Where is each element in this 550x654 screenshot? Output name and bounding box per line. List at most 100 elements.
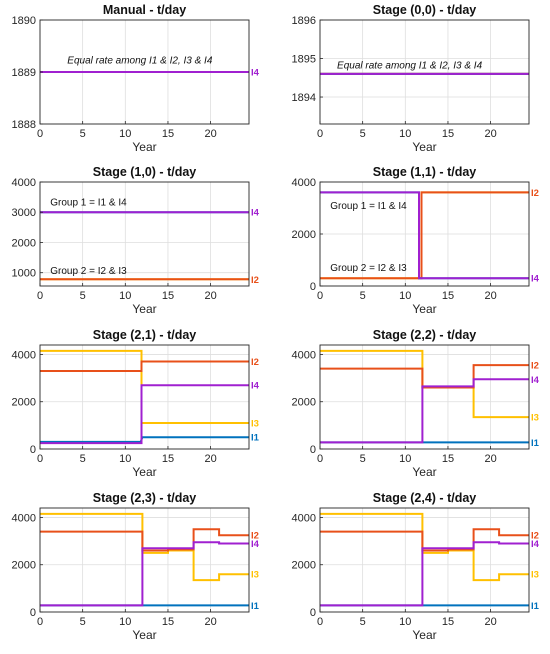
x-tick-label: 20 bbox=[484, 290, 496, 302]
series-end-label-i4: I4 bbox=[251, 381, 260, 392]
series-end-label-i3: I3 bbox=[251, 419, 259, 430]
y-tick-label: 1895 bbox=[292, 54, 316, 66]
chart-panel-1: 0 5 10 15 20 1888 1889 1890 Manual - t/day Year Eq… bbox=[12, 3, 260, 154]
chart-title: Stage (2,1) - t/day bbox=[93, 328, 197, 342]
axes-frame bbox=[39, 344, 250, 450]
chart-panel-5: 0 5 10 15 20 0 2000 4000 Stage (2,1) - t/day Year… bbox=[12, 328, 260, 479]
x-tick-label: 5 bbox=[80, 616, 86, 628]
x-tick-label: 10 bbox=[119, 616, 131, 628]
x-tick-label: 20 bbox=[204, 290, 216, 302]
axes-frame bbox=[39, 181, 250, 287]
axes-frame bbox=[39, 507, 250, 613]
x-tick-label: 5 bbox=[360, 453, 366, 465]
x-tick-label: 10 bbox=[399, 128, 411, 140]
x-tick-label: 15 bbox=[442, 290, 454, 302]
y-tick-label: 0 bbox=[310, 607, 316, 619]
series-line-i2 bbox=[320, 528, 529, 552]
x-axis-label: Year bbox=[412, 140, 436, 154]
y-tick-label: 2000 bbox=[292, 229, 316, 241]
series-end-label-i3: I3 bbox=[531, 413, 539, 424]
x-tick-label: 15 bbox=[442, 128, 454, 140]
x-tick-label: 5 bbox=[360, 128, 366, 140]
x-tick-label: 15 bbox=[162, 453, 174, 465]
series-line-i4 bbox=[40, 384, 249, 445]
chart-panel-4: 0 5 10 15 20 0 2000 4000 Stage (1,1) - t/day Year… bbox=[292, 165, 540, 316]
series-end-label-i2: I2 bbox=[531, 188, 539, 199]
axes-frame bbox=[319, 344, 530, 450]
x-tick-label: 5 bbox=[80, 290, 86, 302]
x-tick-label: 20 bbox=[204, 616, 216, 628]
chart-title: Stage (2,3) - t/day bbox=[93, 491, 197, 505]
x-tick-label: 0 bbox=[317, 616, 323, 628]
y-tick-label: 0 bbox=[30, 607, 36, 619]
series-end-label-i4: I4 bbox=[251, 539, 260, 550]
chart-title: Stage (2,2) - t/day bbox=[373, 328, 477, 342]
chart-panel-2: 0 5 10 15 20 1894 1895 1896 Stage (0,0) - t/day Y… bbox=[292, 3, 530, 154]
series-end-label-i2: I2 bbox=[531, 531, 539, 542]
x-tick-label: 0 bbox=[37, 453, 43, 465]
x-tick-label: 15 bbox=[442, 453, 454, 465]
x-tick-label: 0 bbox=[317, 453, 323, 465]
annotation-text: Equal rate among I1 & I2, I3 & I4 bbox=[67, 56, 213, 67]
chart-title: Manual - t/day bbox=[103, 3, 186, 17]
y-tick-label: 2000 bbox=[12, 237, 36, 249]
x-axis-label: Year bbox=[412, 302, 436, 316]
x-axis-label: Year bbox=[132, 628, 156, 642]
y-tick-label: 2000 bbox=[292, 560, 316, 572]
y-tick-label: 4000 bbox=[12, 349, 36, 361]
plot-area bbox=[40, 182, 249, 286]
axes-frame bbox=[319, 507, 530, 613]
x-tick-label: 5 bbox=[80, 453, 86, 465]
y-tick-label: 1890 bbox=[12, 15, 36, 27]
series-end-label-i2: I2 bbox=[251, 275, 259, 286]
annotation-text: Group 2 = I2 & I3 bbox=[330, 263, 407, 274]
series-line-i4 bbox=[320, 191, 529, 280]
y-tick-label: 4000 bbox=[12, 512, 36, 524]
plot-area bbox=[320, 508, 529, 612]
x-tick-label: 20 bbox=[204, 128, 216, 140]
x-tick-label: 15 bbox=[162, 616, 174, 628]
plot-area bbox=[320, 20, 529, 124]
x-tick-label: 20 bbox=[484, 616, 496, 628]
y-tick-label: 1894 bbox=[292, 92, 316, 104]
y-tick-label: 4000 bbox=[292, 349, 316, 361]
x-tick-label: 20 bbox=[204, 453, 216, 465]
x-axis-label: Year bbox=[132, 465, 156, 479]
x-tick-label: 10 bbox=[399, 616, 411, 628]
annotation-text: Equal rate among I1 & I2, I3 & I4 bbox=[337, 60, 483, 71]
x-axis-label: Year bbox=[412, 628, 436, 642]
chart-title: Stage (1,0) - t/day bbox=[93, 165, 197, 179]
series-line-i4 bbox=[320, 378, 529, 444]
x-tick-label: 0 bbox=[317, 128, 323, 140]
series-line-i4 bbox=[320, 541, 529, 607]
series-line-i2 bbox=[320, 364, 529, 389]
y-tick-label: 0 bbox=[310, 444, 316, 456]
plot-area bbox=[320, 345, 529, 449]
series-end-label-i1: I1 bbox=[531, 438, 540, 449]
x-tick-label: 10 bbox=[399, 290, 411, 302]
series-end-label-i3: I3 bbox=[531, 570, 539, 581]
x-tick-label: 20 bbox=[484, 453, 496, 465]
x-tick-label: 15 bbox=[162, 128, 174, 140]
chart-panel-6: 0 5 10 15 20 0 2000 4000 Stage (2,2) - t/day Year… bbox=[292, 328, 540, 479]
x-tick-label: 20 bbox=[484, 128, 496, 140]
series-line-i2 bbox=[40, 528, 249, 552]
y-tick-label: 0 bbox=[30, 444, 36, 456]
chart-panel-3: 0 5 10 15 20 1000 2000 3000 4000 Stage (1,0) - t/… bbox=[12, 165, 260, 316]
y-tick-label: 2000 bbox=[12, 397, 36, 409]
series-end-label-i1: I1 bbox=[251, 433, 260, 444]
series-end-label-i4: I4 bbox=[531, 274, 540, 285]
series-end-label-i2: I2 bbox=[531, 361, 539, 372]
x-tick-label: 0 bbox=[37, 290, 43, 302]
chart-title: Stage (1,1) - t/day bbox=[373, 165, 477, 179]
y-tick-label: 4000 bbox=[292, 177, 316, 189]
annotation-text: Group 1 = I1 & I4 bbox=[330, 201, 407, 212]
chart-title: Stage (2,4) - t/day bbox=[373, 491, 477, 505]
series-end-label-i2: I2 bbox=[251, 357, 259, 368]
x-axis-label: Year bbox=[412, 465, 436, 479]
x-tick-label: 0 bbox=[37, 616, 43, 628]
x-tick-label: 10 bbox=[399, 453, 411, 465]
y-tick-label: 4000 bbox=[12, 177, 36, 189]
x-tick-label: 5 bbox=[360, 290, 366, 302]
y-tick-label: 1889 bbox=[12, 67, 36, 79]
